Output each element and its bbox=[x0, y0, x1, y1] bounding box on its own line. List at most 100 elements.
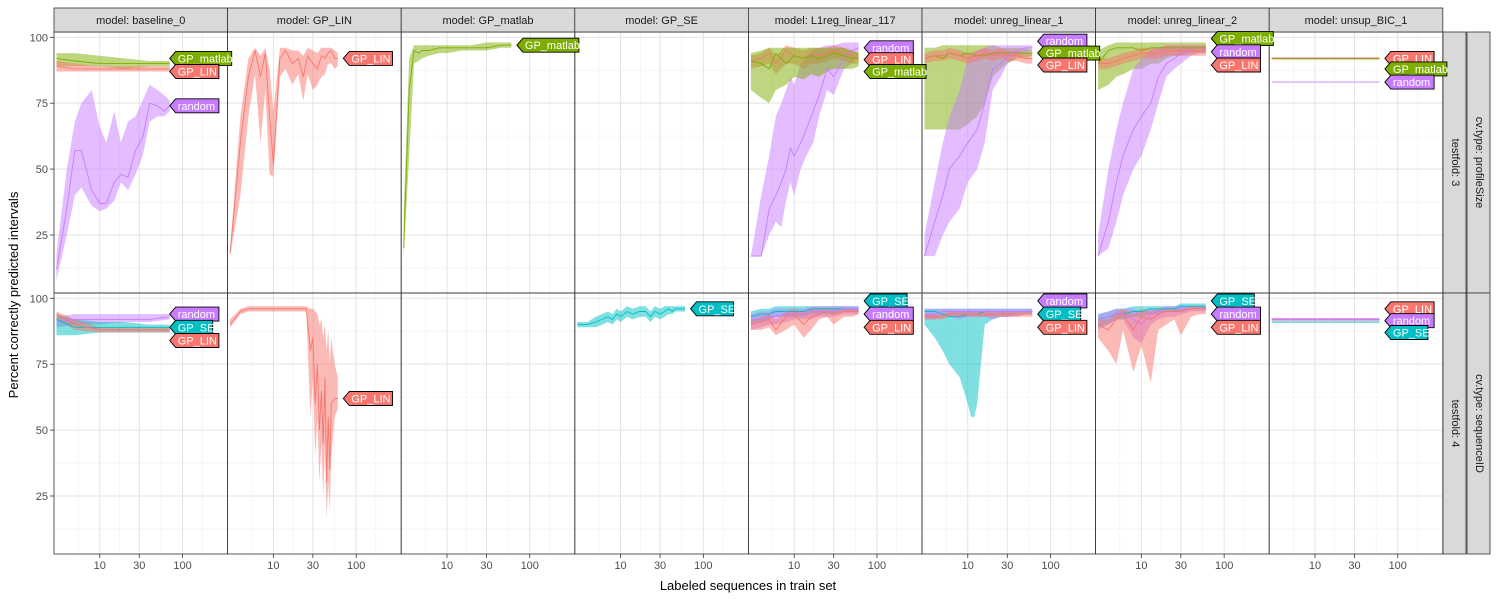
y-tick-label: 50 bbox=[36, 425, 48, 437]
end-label-random: random bbox=[1393, 316, 1430, 328]
end-label-box bbox=[342, 50, 393, 66]
x-tick-label: 100 bbox=[521, 560, 539, 572]
facet-strips: model: baseline_0 model: GP_LIN model: GP_… bbox=[53, 7, 1491, 555]
y-tick-label: 25 bbox=[36, 230, 48, 242]
series-layer bbox=[56, 42, 1380, 520]
end-label-box bbox=[169, 319, 214, 335]
ribbon-GP_SE bbox=[577, 306, 685, 328]
x-tick-label: 30 bbox=[307, 560, 319, 572]
panel-series-group bbox=[750, 42, 859, 257]
row-strip-fold-label: testfold: 4 bbox=[1449, 400, 1461, 448]
ribbon-random bbox=[924, 45, 1033, 257]
end-label-box bbox=[169, 333, 220, 348]
line-GP_SE bbox=[577, 308, 685, 326]
y-tick-label: 100 bbox=[30, 293, 48, 305]
column-strip-label: model: unreg_linear_1 bbox=[954, 15, 1063, 27]
panel-series-group bbox=[924, 308, 1033, 417]
end-label-GP_LIN: GP_LIN bbox=[351, 393, 390, 405]
end-label-box bbox=[1037, 293, 1088, 309]
column-strip-label: model: GP_matlab bbox=[442, 15, 533, 27]
end-label-box bbox=[1037, 319, 1088, 335]
x-tick-label: 30 bbox=[133, 560, 145, 572]
end-label-GP_SE: GP_SE bbox=[178, 322, 215, 334]
end-label-random: random bbox=[1046, 296, 1083, 308]
end-label-GP_matlab: GP_matlab bbox=[525, 40, 580, 52]
end-label-GP_LIN: GP_LIN bbox=[1219, 60, 1258, 72]
panel-background bbox=[401, 32, 575, 293]
ribbon-GP_LIN bbox=[924, 311, 1033, 320]
end-label-GP_SE: GP_SE bbox=[1219, 296, 1256, 308]
end-label-box bbox=[1037, 306, 1082, 322]
x-tick-label: 30 bbox=[480, 560, 492, 572]
end-label-random: random bbox=[178, 309, 215, 321]
end-label-box bbox=[1384, 325, 1429, 340]
end-label-GP_LIN: GP_LIN bbox=[1046, 60, 1085, 72]
row-strip-cv bbox=[1466, 292, 1491, 555]
end-label-box bbox=[1210, 319, 1261, 335]
end-label-GP_LIN: GP_LIN bbox=[872, 55, 911, 67]
end-label-box bbox=[863, 319, 914, 335]
y-tick-label: 100 bbox=[30, 32, 48, 44]
end-label-box bbox=[863, 306, 914, 322]
end-label-box bbox=[169, 64, 220, 79]
x-tick-label: 100 bbox=[1041, 560, 1059, 572]
panel-series-group bbox=[1271, 57, 1380, 83]
x-tick-label: 10 bbox=[94, 560, 106, 572]
end-label-box bbox=[169, 98, 220, 114]
end-label-box bbox=[169, 50, 233, 66]
end-label-GP_LIN: GP_LIN bbox=[872, 322, 911, 334]
x-tick-label: 30 bbox=[1348, 560, 1360, 572]
line-random bbox=[924, 311, 1033, 315]
column-strip-label: model: GP_LIN bbox=[277, 15, 352, 27]
end-label-random: random bbox=[178, 101, 215, 113]
column-strip-label: model: GP_SE bbox=[625, 15, 698, 27]
panel-background bbox=[1095, 293, 1270, 554]
panel-series-group bbox=[56, 311, 170, 336]
end-label-box bbox=[516, 37, 580, 53]
end-label-random: random bbox=[872, 309, 909, 321]
end-label-box bbox=[342, 391, 393, 406]
end-label-box bbox=[1210, 44, 1261, 60]
end-label-box bbox=[1210, 293, 1255, 309]
panel-series-group bbox=[1271, 318, 1380, 323]
x-tick-label: 30 bbox=[1175, 560, 1187, 572]
ribbon-GP_LIN bbox=[1098, 45, 1206, 69]
panel-series-group bbox=[403, 42, 512, 257]
y-tick-label: 50 bbox=[36, 164, 48, 176]
line-GP_LIN bbox=[56, 313, 170, 331]
x-tick-label: 100 bbox=[173, 560, 191, 572]
panel-series-group bbox=[229, 306, 338, 520]
line-random bbox=[924, 47, 1033, 257]
ribbon-GP_LIN bbox=[230, 306, 338, 520]
ribbon-random bbox=[750, 42, 859, 257]
end-label-box bbox=[689, 301, 734, 317]
panel-series-group bbox=[56, 53, 171, 280]
end-label-random: random bbox=[872, 43, 909, 55]
row-strip-cv-label: cv.type: profileSize bbox=[1473, 117, 1485, 209]
axis-ticks: 25 50 75 100 25 50 75 100 10 30 100 10 30 100 10 30 100 1… bbox=[30, 32, 1407, 572]
end-label-box bbox=[1037, 57, 1088, 73]
line-GP_LIN bbox=[750, 311, 859, 331]
line-random bbox=[56, 102, 171, 270]
x-tick-label: 30 bbox=[828, 560, 840, 572]
y-tick-label: 75 bbox=[36, 359, 48, 371]
end-label-random: random bbox=[1393, 77, 1430, 89]
end-label-GP_LIN: GP_LIN bbox=[178, 67, 217, 79]
column-strip bbox=[1268, 7, 1444, 33]
line-GP_matlab bbox=[1097, 47, 1206, 64]
end-label-box bbox=[863, 64, 927, 79]
y-tick-label: 75 bbox=[36, 98, 48, 110]
x-tick-label: 30 bbox=[1001, 560, 1013, 572]
ribbon-random bbox=[56, 84, 170, 280]
end-label-box bbox=[1210, 57, 1261, 73]
panel-series-group bbox=[750, 306, 859, 338]
y-tick-label: 25 bbox=[36, 491, 48, 503]
line-random bbox=[750, 308, 859, 320]
line-GP_LIN bbox=[750, 49, 859, 65]
line-GP_SE bbox=[56, 318, 170, 328]
panel-background bbox=[574, 32, 749, 293]
ribbon-GP_SE bbox=[924, 308, 1033, 417]
end-label-GP_SE: GP_SE bbox=[1046, 309, 1083, 321]
